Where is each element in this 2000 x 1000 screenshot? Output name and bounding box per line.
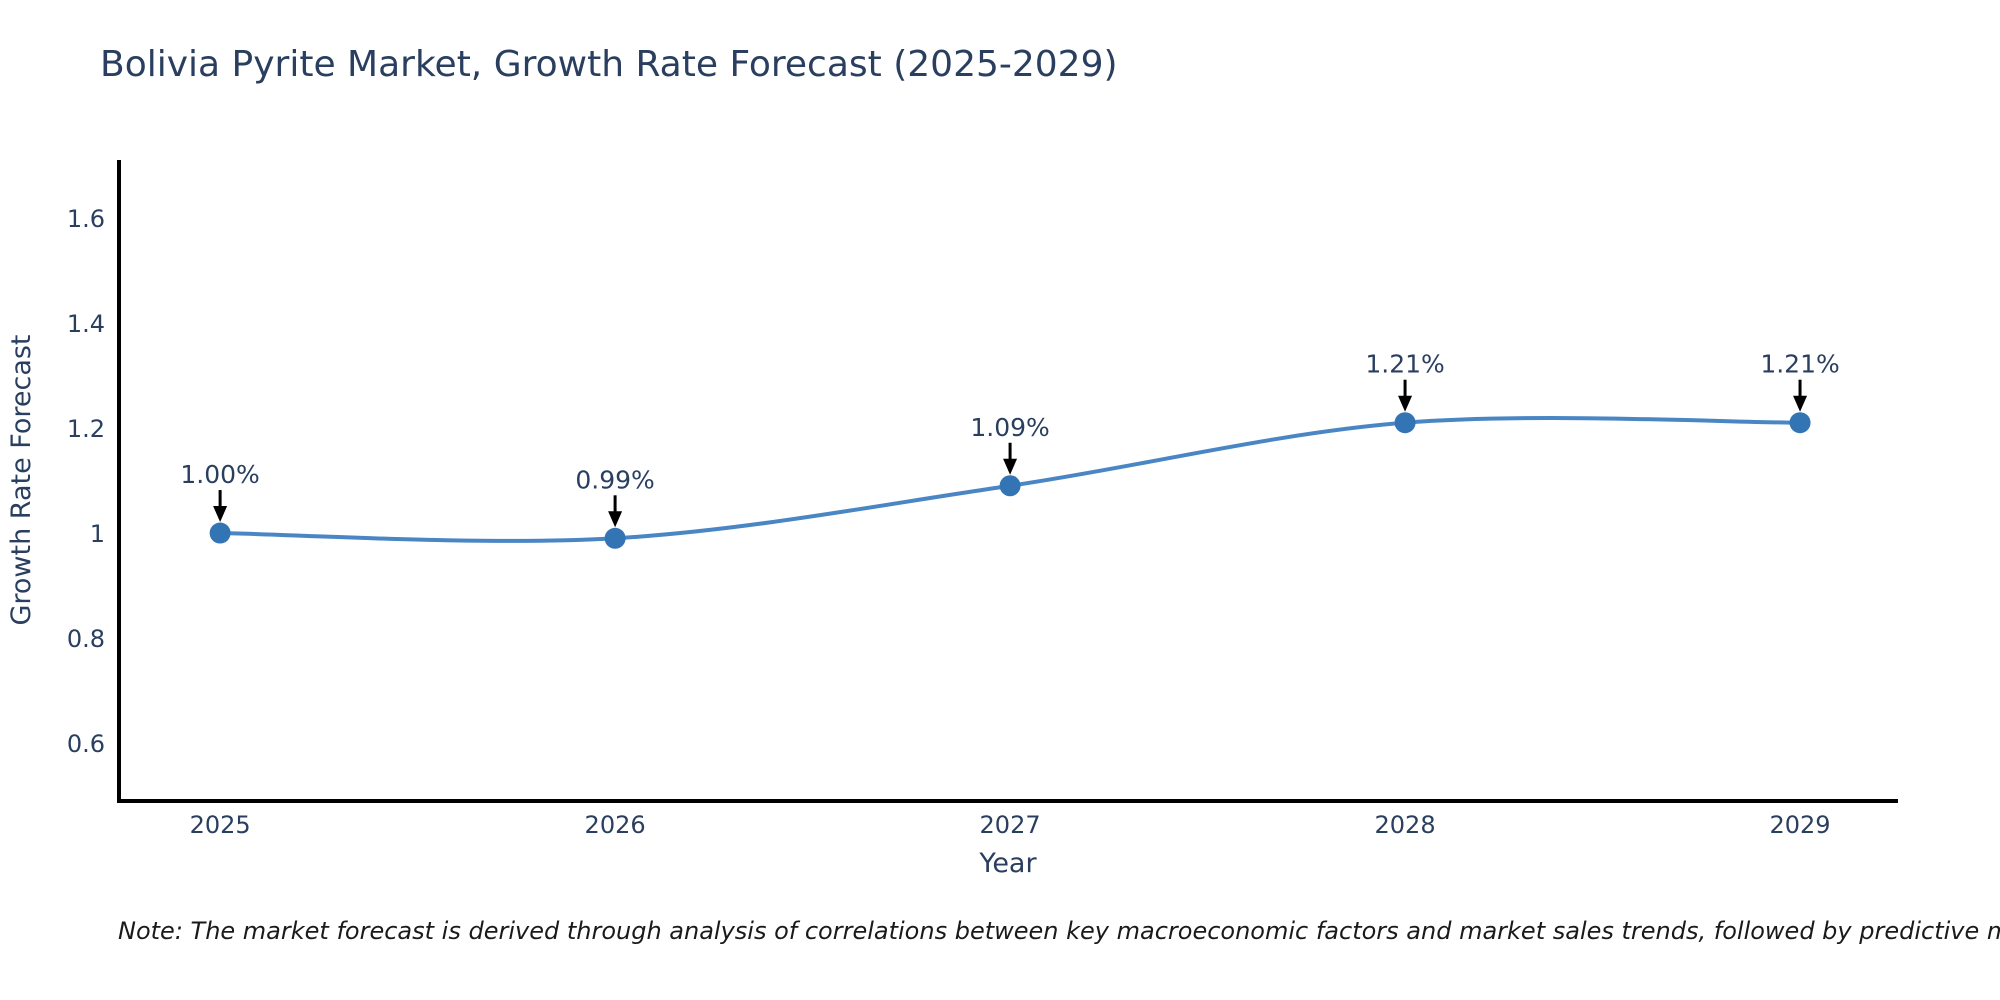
y-tick-label: 1.2: [67, 415, 105, 443]
data-point-marker: [1394, 412, 1416, 434]
x-tick-label: 2026: [585, 811, 646, 839]
y-tick-label: 1.4: [67, 310, 105, 338]
x-axis-title: Year: [978, 848, 1037, 879]
x-tick-label: 2027: [980, 811, 1041, 839]
data-point-marker: [604, 527, 626, 549]
annotation-label: 1.00%: [180, 460, 259, 489]
y-tick-label: 1: [90, 520, 105, 548]
annotation-label: 0.99%: [575, 465, 654, 494]
annotation-arrow-head: [1003, 458, 1018, 475]
annotation-arrow-head: [608, 511, 623, 528]
growth-rate-line-chart: 0.6 0.8 1 1.2 1.4 1.6 2025 2026 2027 2028 2029 1.00…: [6, 160, 1898, 879]
y-tick-label: 0.8: [67, 625, 105, 653]
x-tick-label: 2025: [190, 811, 251, 839]
annotation-arrow-head: [1398, 395, 1413, 412]
data-point-marker: [999, 475, 1021, 497]
annotation-label: 1.21%: [1365, 350, 1444, 379]
y-tick-label: 0.6: [67, 730, 105, 758]
x-tick-label: 2029: [1770, 811, 1831, 839]
data-point-marker: [209, 522, 231, 544]
x-tick-label: 2028: [1375, 811, 1436, 839]
annotation-arrow-head: [1793, 395, 1808, 412]
annotation-label: 1.09%: [970, 413, 1049, 442]
y-axis-title: Growth Rate Forecast: [6, 334, 37, 625]
data-point-marker: [1789, 412, 1811, 434]
annotation-arrow-head: [213, 506, 228, 523]
axis-lines: [117, 160, 1898, 803]
annotation-label: 1.21%: [1760, 350, 1839, 379]
footnote: Note: The market forecast is derived thr…: [118, 917, 2000, 945]
y-tick-label: 1.6: [67, 205, 105, 233]
chart-title: Bolivia Pyrite Market, Growth Rate Forec…: [100, 44, 1118, 85]
